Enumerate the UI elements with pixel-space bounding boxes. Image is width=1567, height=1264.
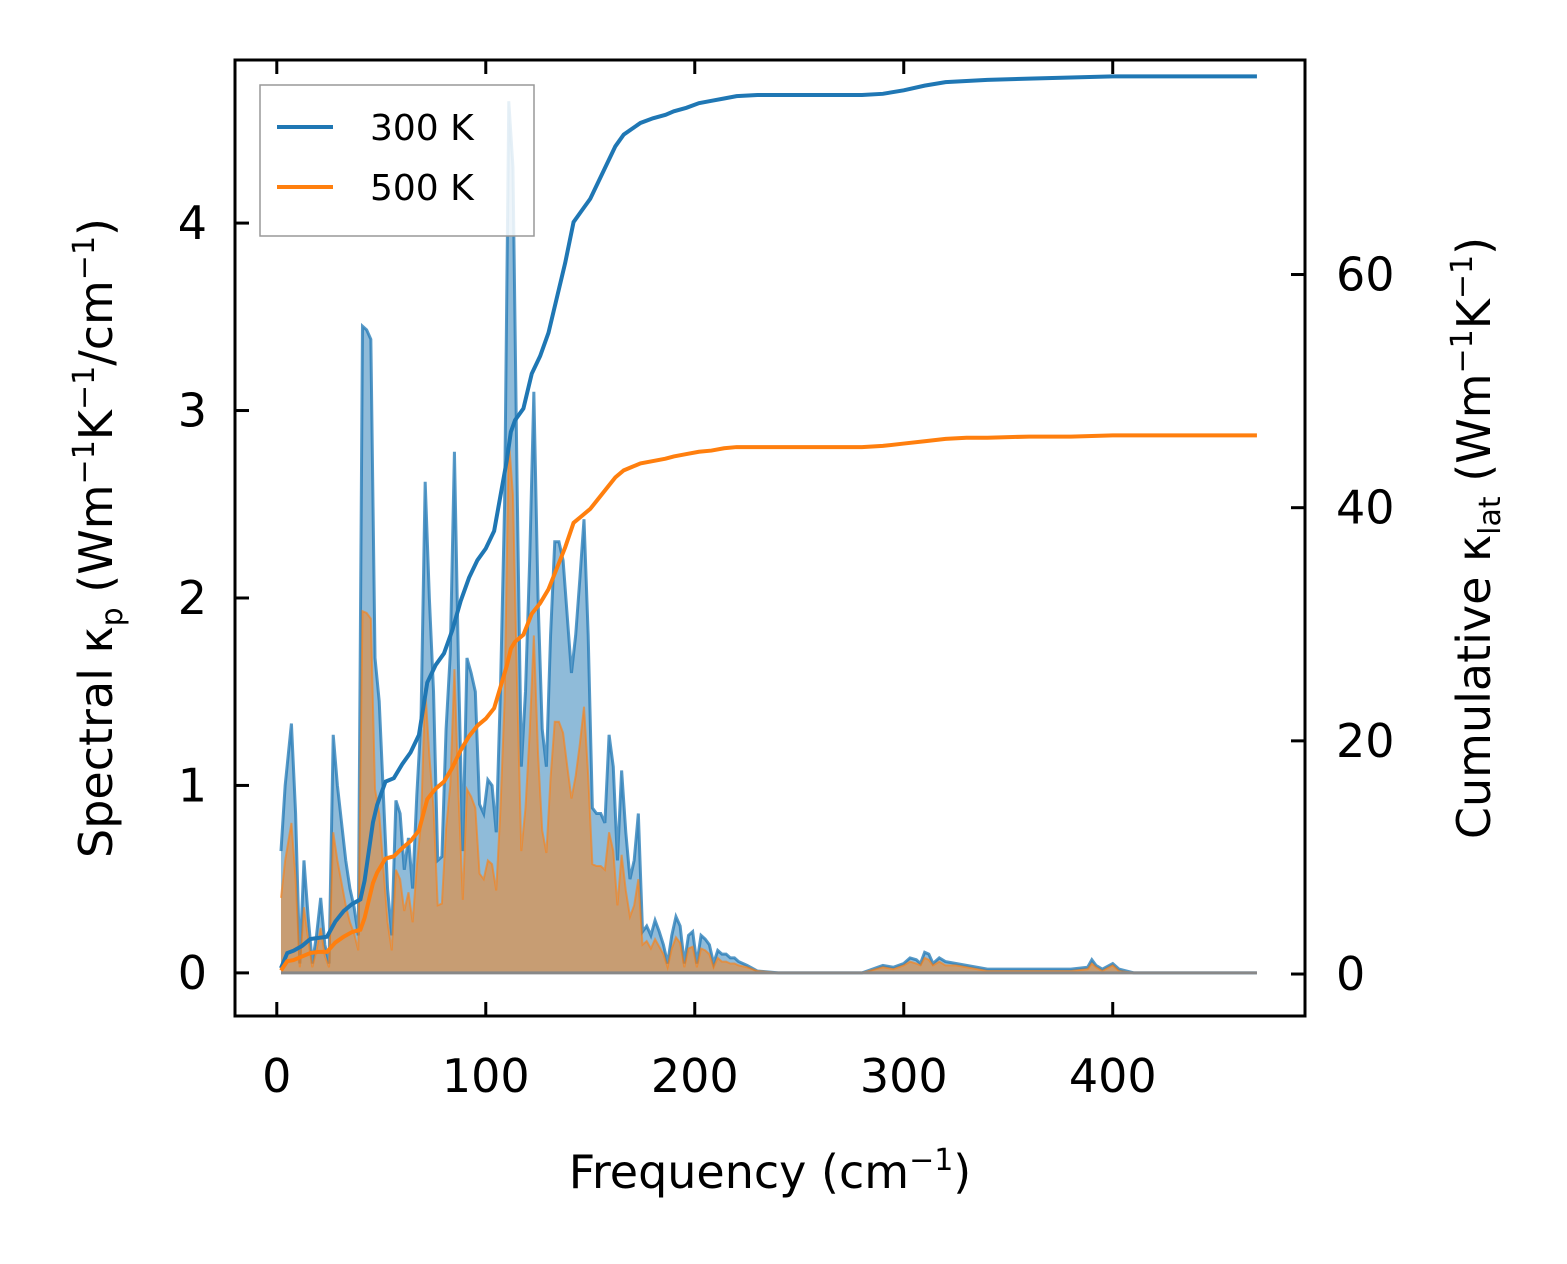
- y-left-tick-label: 0: [178, 946, 207, 1000]
- x-tick-label: 0: [262, 1049, 291, 1103]
- y-axis-left-label: Spectral κp (Wm−1K−1/cm−1): [67, 218, 130, 858]
- tick-marks: [235, 60, 1305, 1016]
- cumulative-line-300K: [279, 74, 1257, 969]
- y-right-tick-label: 0: [1336, 947, 1365, 1001]
- spectral-fill-300K: [280, 101, 1257, 973]
- legend-box: [259, 84, 535, 237]
- spectral-fills: [279, 101, 1257, 975]
- y-axis-right-label: Cumulative κlat (Wm−1K−1): [1445, 237, 1508, 839]
- y-left-tick-label: 1: [178, 758, 207, 812]
- cumulative-line-500K: [279, 433, 1257, 972]
- spectral-edge-300K: [279, 101, 1257, 975]
- y-left-tick-label: 2: [178, 571, 207, 625]
- legend-label-500K: 500 K: [370, 168, 475, 209]
- plot-frame: [233, 58, 1307, 1018]
- y-left-tick-label: 3: [178, 384, 207, 438]
- x-axis-label: Frequency (cm−1): [569, 1143, 972, 1199]
- cumulative-lines: [279, 74, 1257, 972]
- spectral-edge-500K: [279, 438, 1257, 974]
- legend: 300 K 500 K: [259, 84, 535, 237]
- y-right-tick-label: 40: [1336, 481, 1395, 535]
- x-tick-label: 300: [860, 1049, 948, 1103]
- x-tick-label: 400: [1069, 1049, 1157, 1103]
- x-tick-label: 100: [442, 1049, 530, 1103]
- x-tick-label: 200: [651, 1049, 739, 1103]
- y-left-tick-label: 4: [178, 196, 207, 250]
- legend-label-300K: 300 K: [370, 108, 475, 149]
- y-right-tick-label: 60: [1336, 248, 1395, 302]
- spectral-fill-500K: [280, 438, 1257, 973]
- y-right-tick-label: 20: [1336, 714, 1395, 768]
